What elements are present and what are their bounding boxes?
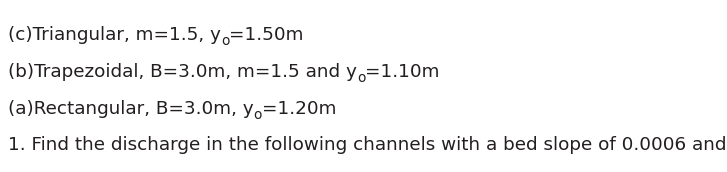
Text: =1.50m: =1.50m	[229, 26, 304, 44]
Text: 1. Find the discharge in the following channels with a bed slope of 0.0006 and n: 1. Find the discharge in the following c…	[8, 136, 727, 154]
Text: o: o	[357, 71, 365, 85]
Text: (a)Rectangular, B=3.0m, y: (a)Rectangular, B=3.0m, y	[8, 100, 254, 118]
Text: o: o	[221, 34, 229, 48]
Text: =1.10m: =1.10m	[365, 63, 440, 81]
Text: o: o	[254, 108, 262, 122]
Text: =1.20m: =1.20m	[262, 100, 337, 118]
Text: (c)Triangular, m=1.5, y: (c)Triangular, m=1.5, y	[8, 26, 221, 44]
Text: (b)Trapezoidal, B=3.0m, m=1.5 and y: (b)Trapezoidal, B=3.0m, m=1.5 and y	[8, 63, 357, 81]
